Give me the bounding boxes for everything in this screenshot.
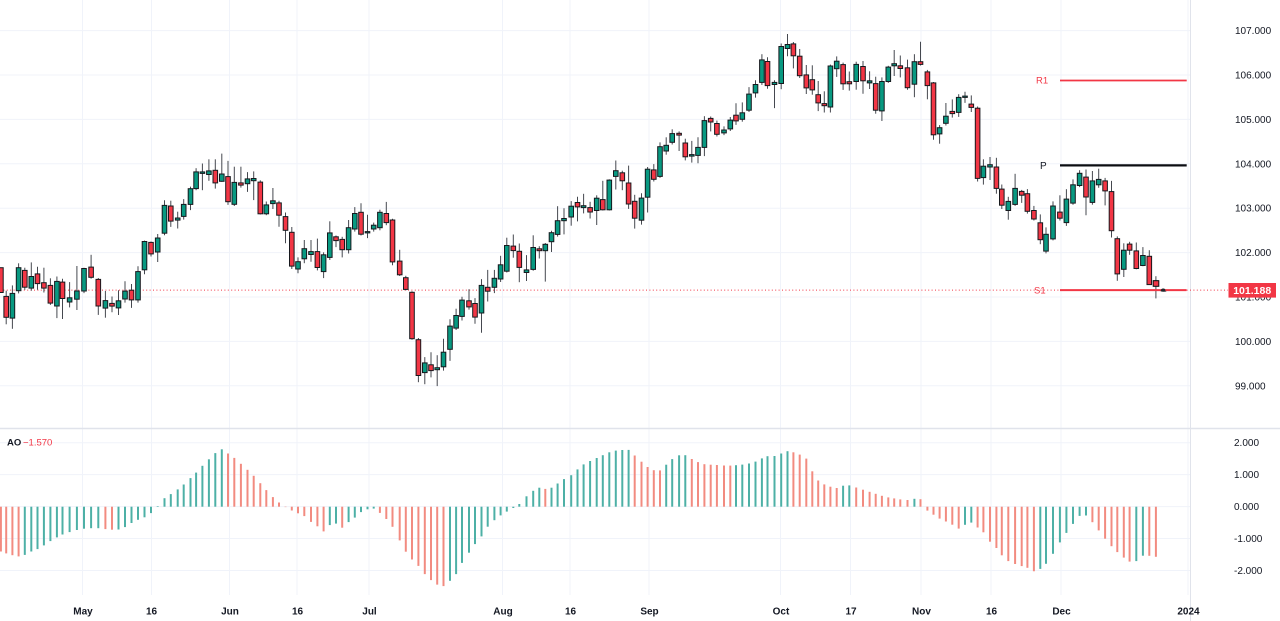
svg-text:R1: R1 [1036, 76, 1048, 87]
svg-text:Nov: Nov [912, 607, 931, 618]
svg-text:Sep: Sep [640, 607, 658, 618]
svg-text:102.000: 102.000 [1235, 248, 1272, 259]
svg-text:106.000: 106.000 [1235, 71, 1272, 82]
svg-text:2.000: 2.000 [1234, 438, 1259, 449]
svg-text:16: 16 [986, 607, 998, 618]
svg-text:May: May [73, 607, 93, 618]
svg-text:P: P [1040, 161, 1047, 172]
svg-text:104.000: 104.000 [1235, 159, 1272, 170]
svg-text:107.000: 107.000 [1235, 26, 1272, 37]
svg-text:S1: S1 [1034, 286, 1046, 297]
svg-text:2024: 2024 [1177, 607, 1200, 618]
svg-text:16: 16 [292, 607, 304, 618]
svg-text:103.000: 103.000 [1235, 204, 1272, 215]
svg-text:1.000: 1.000 [1234, 470, 1259, 481]
svg-text:105.000: 105.000 [1235, 115, 1272, 126]
svg-text:17: 17 [845, 607, 857, 618]
svg-text:Oct: Oct [773, 607, 790, 618]
svg-text:99.000: 99.000 [1235, 381, 1266, 392]
svg-text:-1.000: -1.000 [1234, 534, 1263, 545]
svg-text:Jul: Jul [362, 607, 377, 618]
svg-text:-2.000: -2.000 [1234, 566, 1263, 577]
svg-text:16: 16 [565, 607, 577, 618]
svg-text:101.188: 101.188 [1233, 285, 1271, 297]
svg-text:−1.570: −1.570 [23, 438, 52, 449]
svg-text:16: 16 [146, 607, 158, 618]
svg-text:101.000: 101.000 [1235, 293, 1272, 304]
svg-text:0.000: 0.000 [1234, 502, 1259, 513]
svg-text:Dec: Dec [1052, 607, 1071, 618]
svg-text:AO: AO [7, 438, 21, 449]
svg-text:100.000: 100.000 [1235, 337, 1272, 348]
svg-text:Jun: Jun [221, 607, 239, 618]
svg-text:Aug: Aug [493, 607, 512, 618]
